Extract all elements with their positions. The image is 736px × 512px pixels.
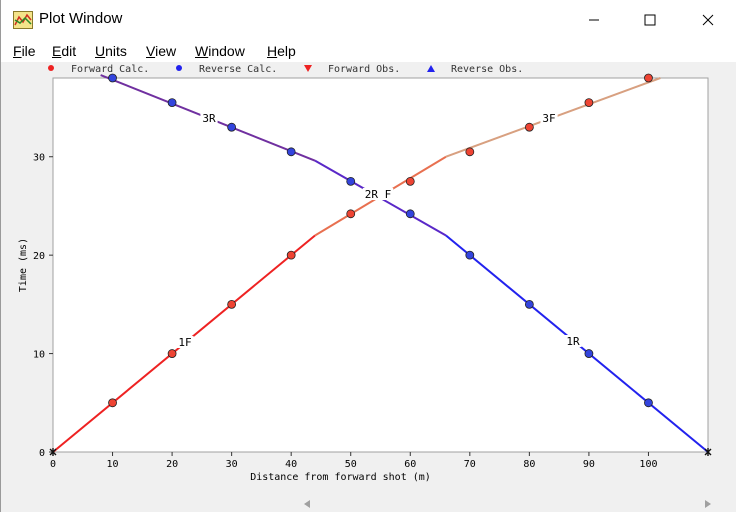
legend-label-3: Reverse Obs.: [451, 64, 523, 75]
legend-marker-0: [48, 65, 54, 71]
x-tick-label-0: 0: [50, 459, 56, 470]
window-title: Plot Window: [39, 10, 123, 27]
segment-label-1R-bg: [564, 335, 582, 347]
x-tick-label-9: 90: [583, 459, 595, 470]
menu-edit[interactable]: Edit: [52, 43, 77, 59]
forward-point-7: [465, 147, 475, 157]
endpoint-marker-0: [49, 448, 57, 456]
y-tick-label-0: 0: [39, 448, 45, 459]
x-tick-label-3: 30: [226, 459, 238, 470]
y-axis-label: Time (ms): [18, 238, 29, 292]
minimize-button[interactable]: [571, 0, 617, 40]
close-icon: [702, 14, 714, 26]
x-tick-label-8: 80: [523, 459, 535, 470]
horizontal-scrollbar[interactable]: [1, 496, 736, 512]
segment-label-3R: 3R: [202, 112, 216, 125]
maximize-button[interactable]: [627, 0, 673, 40]
menu-window[interactable]: Window: [195, 43, 245, 59]
legend-marker-3: [427, 65, 435, 72]
x-axis-label: Distance from forward shot (m): [250, 472, 431, 483]
x-tick-label-2: 20: [166, 459, 178, 470]
reverse-point-6: [465, 250, 475, 260]
segment-label-1F-bg: [176, 336, 194, 348]
segment-label-1R: 1R: [566, 335, 580, 348]
menu-view[interactable]: View: [146, 43, 177, 59]
reverse-point-9: [644, 398, 653, 408]
legend-label-1: Reverse Calc.: [199, 64, 277, 75]
legend-label-2: Forward Obs.: [328, 64, 400, 75]
segment-label-3R-bg: [200, 112, 218, 124]
forward-point-2: [167, 349, 177, 358]
segment-label-1F: 1F: [178, 336, 191, 349]
crossover-label-bg: [362, 188, 394, 200]
forward-point-8: [524, 122, 534, 132]
y-tick-label-1: 10: [33, 350, 45, 361]
legend-marker-2: [304, 65, 312, 72]
legend-label-0: Forward Calc.: [71, 64, 149, 75]
x-tick-label-6: 60: [404, 459, 416, 470]
forward-point-9: [584, 98, 594, 108]
menu-help[interactable]: Help: [267, 43, 296, 59]
traveltime-chart: Forward Calc. Reverse Calc. Forward Obs. Re…: [18, 64, 712, 483]
x-tick-label-7: 70: [464, 459, 476, 470]
forward-point-1: [108, 398, 117, 408]
reverse-point-2: [227, 122, 237, 132]
forward-point-3: [227, 299, 237, 309]
reverse-point-4: [346, 176, 356, 186]
title-bar: Plot Window: [1, 0, 736, 40]
menu-file[interactable]: File: [13, 43, 36, 59]
y-tick-label-2: 20: [33, 251, 45, 262]
minimize-icon: [589, 19, 599, 21]
reverse-point-0: [108, 73, 117, 83]
forward-point-10: [644, 73, 653, 83]
x-tick-label-4: 40: [285, 459, 297, 470]
reverse-point-1: [167, 98, 177, 108]
scroll-right-icon[interactable]: [703, 499, 713, 509]
x-tick-label-5: 50: [345, 459, 357, 470]
menu-units[interactable]: Units: [95, 43, 127, 59]
x-tick-label-10: 100: [639, 459, 657, 470]
x-tick-label-1: 10: [107, 459, 119, 470]
menu-bar: File Edit Units View Window Help: [1, 40, 736, 64]
reverse-point-8: [584, 349, 594, 358]
reverse-point-7: [524, 299, 534, 309]
forward-point-4: [286, 250, 296, 260]
y-tick-label-3: 30: [33, 153, 45, 164]
scroll-left-icon[interactable]: [302, 499, 312, 509]
crossover-label: 2R F: [365, 188, 392, 201]
maximize-icon: [644, 14, 656, 26]
reverse-point-5: [405, 209, 415, 219]
forward-point-6: [405, 176, 415, 186]
segment-label-3F: 3F: [542, 112, 555, 125]
app-icon: [13, 11, 33, 29]
close-button[interactable]: [685, 0, 731, 40]
plot-area: Forward Calc. Reverse Calc. Forward Obs. Re…: [1, 62, 736, 496]
forward-point-5: [346, 209, 356, 219]
segment-label-3F-bg: [540, 112, 558, 124]
reverse-point-3: [286, 147, 296, 157]
endpoint-marker-1: [704, 448, 712, 456]
legend-marker-1: [176, 65, 182, 71]
plot-frame: [52, 77, 709, 453]
